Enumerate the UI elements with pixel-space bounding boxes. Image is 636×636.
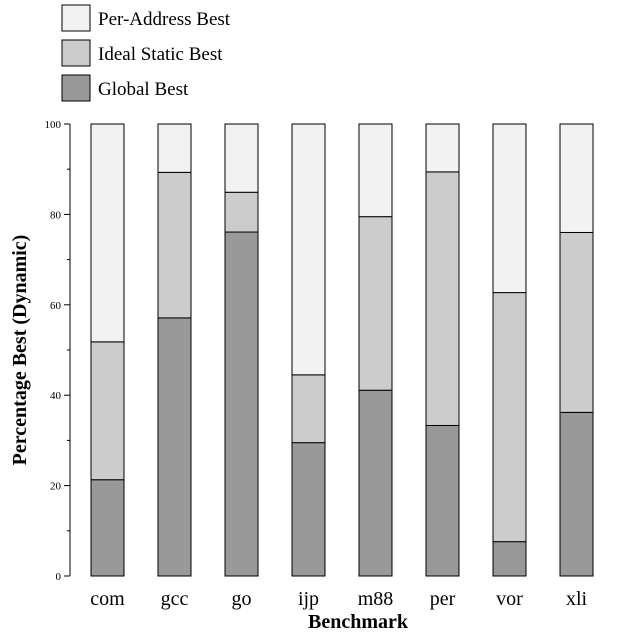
legend-swatch (61, 74, 91, 102)
bar-stack-gcc (157, 123, 192, 577)
bar-stack-vor (492, 123, 527, 577)
x-tick-label: com (90, 588, 125, 610)
y-tick-label: 80 (50, 209, 62, 221)
bar-stack-xli (559, 123, 594, 577)
bar-per-address-best-com (90, 123, 125, 343)
legend-swatch (61, 39, 91, 67)
x-tick-label: m88 (358, 588, 394, 610)
x-tick-label: gcc (161, 588, 189, 610)
legend-item-ideal-static-best: Ideal Static Best (61, 39, 223, 67)
bar-per-address-best-go (224, 123, 259, 193)
bar-per-address-best-m88 (358, 123, 393, 218)
bar-global-best-ijp (291, 442, 326, 577)
x-ticks: com gcc go ijp m88 per vor xli (90, 588, 587, 610)
bar-stack-go (224, 123, 259, 577)
y-tick-label: 0 (56, 571, 62, 583)
y-tick-label: 100 (45, 119, 62, 131)
bar-ideal-static-best-ijp (291, 374, 326, 444)
y-tick-label: 60 (50, 300, 62, 312)
bar-stack-ijp (291, 123, 326, 577)
bar-stack-per (425, 123, 460, 577)
x-axis-title: Benchmark (308, 611, 409, 633)
x-tick-label: per (430, 588, 456, 610)
bar-global-best-gcc (157, 317, 192, 577)
legend-item-global-best: Global Best (61, 74, 189, 102)
x-tick-label: xli (566, 588, 588, 610)
bar-per-address-best-vor (492, 123, 527, 294)
bar-ideal-static-best-m88 (358, 216, 393, 391)
bar-ideal-static-best-per (425, 171, 460, 426)
x-tick-label: ijp (298, 588, 319, 610)
y-axis-title: Percentage Best (Dynamic) (9, 235, 31, 466)
bar-per-address-best-per (425, 123, 460, 173)
bar-global-best-m88 (358, 389, 393, 577)
legend-item-per-address-best: Per-Address Best (61, 4, 231, 32)
bar-global-best-go (224, 231, 259, 577)
bar-per-address-best-gcc (157, 123, 192, 173)
bar-ideal-static-best-go (224, 191, 259, 233)
legend-label: Ideal Static Best (98, 44, 223, 65)
y-ticks: 0 20 40 60 80 100 (45, 119, 70, 583)
bar-global-best-com (90, 479, 125, 577)
y-tick-label: 20 (50, 481, 62, 493)
bar-global-best-per (425, 424, 460, 577)
bar-ideal-static-best-vor (492, 292, 527, 543)
x-tick-label: vor (496, 588, 523, 610)
bar-ideal-static-best-com (90, 341, 125, 481)
bar-global-best-xli (559, 411, 594, 577)
legend-label: Per-Address Best (98, 9, 231, 30)
legend-swatch (61, 4, 91, 32)
bar-ideal-static-best-gcc (157, 171, 192, 319)
legend: Per-Address Best Ideal Static Best Global … (61, 4, 231, 102)
bar-ideal-static-best-xli (559, 231, 594, 413)
bar-per-address-best-xli (559, 123, 594, 233)
x-tick-label: go (232, 588, 252, 610)
bar-per-address-best-ijp (291, 123, 326, 376)
bar-global-best-vor (492, 541, 527, 577)
bar-stack-com (90, 123, 125, 577)
y-tick-label: 40 (50, 390, 62, 402)
legend-label: Global Best (98, 79, 189, 100)
bar-stack-m88 (358, 123, 393, 577)
bars (90, 123, 594, 577)
